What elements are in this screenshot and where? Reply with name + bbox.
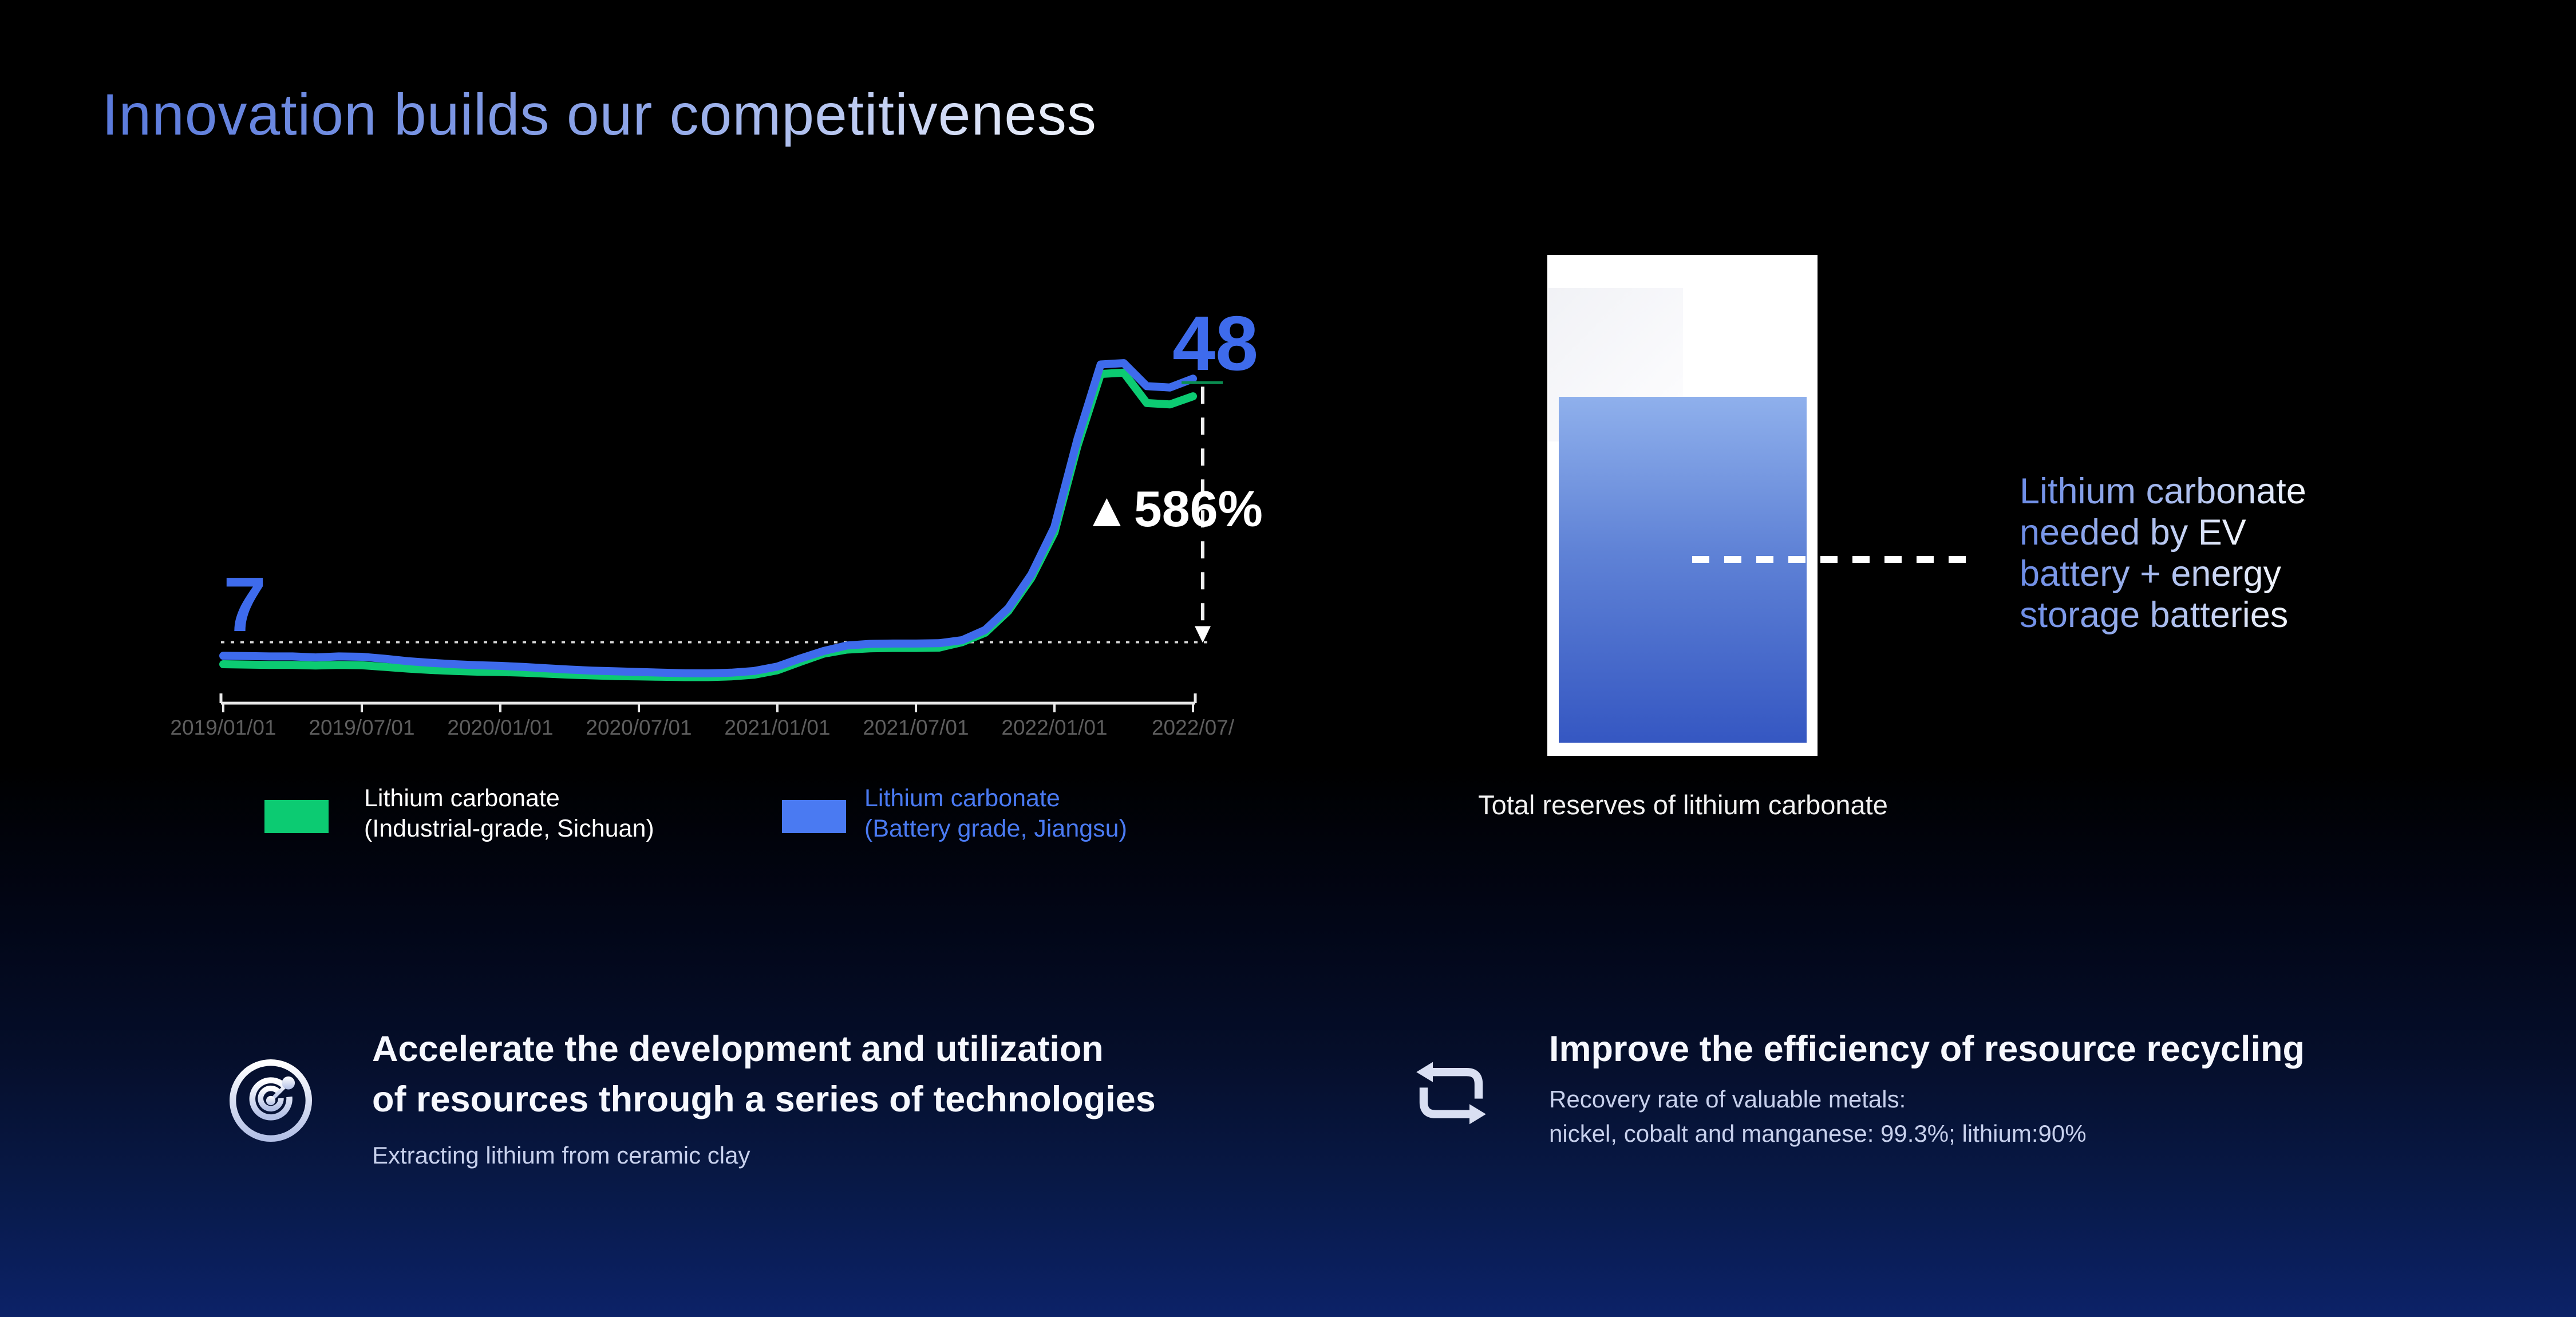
legend-industrial-line2: (Industrial-grade, Sichuan) [364, 815, 654, 842]
reserves-caption-line3: battery + energy [2020, 554, 2282, 594]
reserves-container [1547, 255, 1818, 756]
chart-change-value: 586% [1133, 480, 1263, 537]
recycle-icon-strokes [1419, 1068, 1483, 1118]
initiative-left-subtext: Extracting lithium from ceramic clay [372, 1142, 750, 1169]
x-axis-tick-label: 2019/07/01 [309, 716, 415, 739]
reserves-caption-line2: needed by EV [2020, 512, 2246, 553]
legend-industrial-line1: Lithium carbonate [364, 784, 560, 812]
radar-blip-dot [282, 1076, 295, 1090]
recycle-arrowhead-right [1469, 1104, 1486, 1125]
chart-end-value: 48 [1172, 300, 1259, 387]
up-triangle-icon: ▲ [1083, 483, 1131, 537]
radar-center-dot [266, 1095, 276, 1106]
x-axis-tick-label: 2020/07/01 [586, 716, 692, 739]
x-axis-tick-label: 2022/07/ [1151, 716, 1235, 739]
legend-swatch-industrial [264, 800, 329, 833]
reserves-axis-label: Total reserves of lithium carbonate [1478, 790, 1888, 820]
chart-start-value: 7 [223, 561, 267, 648]
down-arrow-icon [1195, 626, 1211, 643]
series-lines [219, 359, 1197, 681]
reserves-caption-line1: Lithium carbonate [2020, 471, 2306, 511]
page-title: Innovation builds our competitiveness [102, 82, 1097, 147]
series-line-industrial-grade [219, 368, 1197, 681]
legend-swatch-battery [782, 800, 846, 833]
radar-target-icon [226, 1053, 315, 1148]
x-axis-tick-label: 2021/01/01 [724, 716, 831, 739]
x-axis-ticks [222, 703, 1194, 712]
reserves-caption: Lithium carbonate needed by EV battery +… [2020, 471, 2306, 636]
initiative-left-heading-line2: of resources through a series of technol… [372, 1079, 1156, 1119]
initiative-left-heading: Accelerate the development and utilizati… [372, 1024, 1156, 1125]
x-axis-tick-label: 2022/01/01 [1001, 716, 1108, 739]
recycle-arrows-icon [1416, 1062, 1486, 1125]
reserves-pointer-dashed-line [1692, 556, 1969, 563]
recycle-arrowhead-left [1416, 1062, 1433, 1082]
legend-battery-line2: (Battery grade, Jiangsu) [864, 815, 1127, 842]
x-axis-tick-label: 2021/07/01 [863, 716, 969, 739]
chart-change-annotation: ▲586% [1083, 480, 1263, 538]
initiative-right-subtext-line2: nickel, cobalt and manganese: 99.3%; lit… [1549, 1120, 2087, 1147]
initiative-right-subtext-line1: Recovery rate of valuable metals: [1549, 1086, 1906, 1113]
legend-battery-line1: Lithium carbonate [864, 784, 1060, 812]
reserves-fill-bar [1559, 397, 1807, 743]
x-axis-labels: 2019/01/01 2019/07/01 2020/01/01 2020/07/01… [0, 716, 2576, 750]
initiative-right-heading: Improve the efficiency of resource recyc… [1549, 1029, 2305, 1069]
initiative-left-heading-line1: Accelerate the development and utilizati… [372, 1029, 1104, 1069]
x-axis-tick-label: 2020/01/01 [447, 716, 554, 739]
initiative-right-subtext: Recovery rate of valuable metals: nickel… [1549, 1082, 2087, 1151]
legend-label-industrial: Lithium carbonate (Industrial-grade, Sic… [364, 783, 654, 844]
series-line-battery-grade [219, 359, 1197, 677]
legend-label-battery: Lithium carbonate (Battery grade, Jiangs… [864, 783, 1127, 844]
x-axis-tick-label: 2019/01/01 [170, 716, 276, 739]
reserves-caption-line4: storage batteries [2020, 595, 2289, 635]
